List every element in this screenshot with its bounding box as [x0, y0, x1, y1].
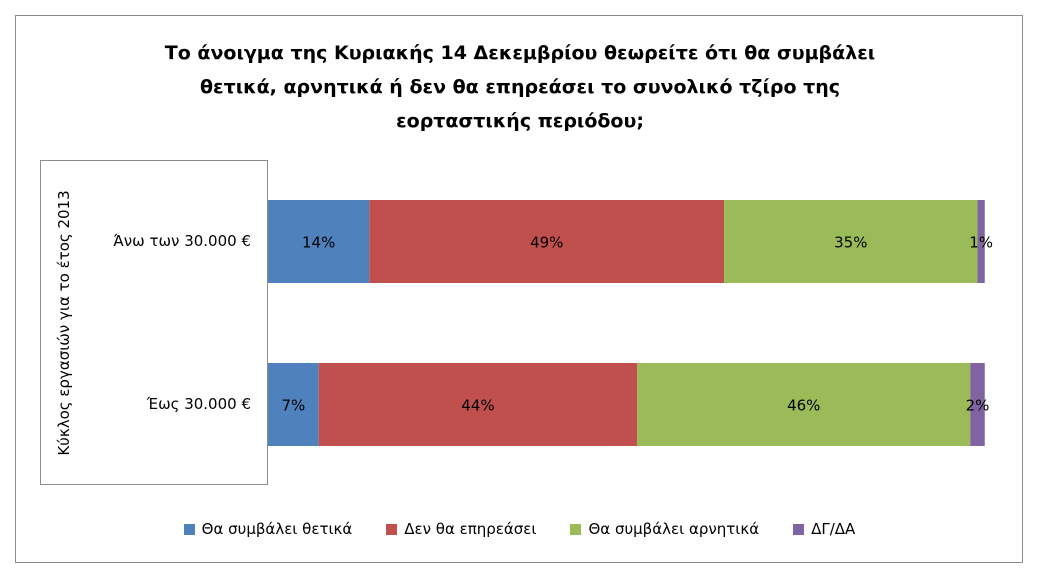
bar-0-series-2 [724, 200, 978, 283]
bar-1-series-1 [318, 363, 638, 446]
legend: Θα συμβάλει θετικά Δεν θα επηρεάσει Θα σ… [0, 517, 1039, 541]
data-label-1-series-1: 44% [461, 397, 494, 415]
legend-item-no-effect: Δεν θα επηρεάσει [386, 520, 536, 538]
chart-title: Το άνοιγμα της Κυριακής 14 Δεκεμβρίου θε… [110, 36, 930, 138]
legend-swatch-positive [183, 523, 195, 535]
bar-1-series-2 [637, 363, 971, 446]
category-axis-box [40, 160, 268, 485]
data-label-0-series-0: 14% [302, 234, 335, 252]
legend-swatch-negative [570, 523, 582, 535]
legend-item-negative: Θα συμβάλει αρνητικά [570, 520, 759, 538]
legend-item-dk-na: ΔΓ/ΔΑ [793, 520, 855, 538]
bar-0-series-1 [369, 200, 725, 283]
legend-label-dk-na: ΔΓ/ΔΑ [811, 520, 856, 538]
legend-swatch-no-effect [386, 523, 398, 535]
chart-title-line-2: θετικά, αρνητικά ή δεν θα επηρεάσει το σ… [199, 76, 841, 98]
chart-title-line-3: εορταστικής περιόδου; [396, 110, 644, 132]
chart-title-line-1: Το άνοιγμα της Κυριακής 14 Δεκεμβρίου θε… [164, 42, 876, 64]
chart-frame [15, 15, 1023, 563]
bar-0-series-3 [977, 200, 985, 283]
legend-swatch-dk-na [793, 523, 805, 535]
data-label-0-series-2: 35% [834, 234, 867, 252]
data-label-1-series-0: 7% [281, 397, 305, 415]
legend-label-no-effect: Δεν θα επηρεάσει [404, 520, 537, 538]
data-label-1-series-2: 46% [787, 397, 820, 415]
bar-1-series-0 [268, 363, 319, 446]
bar-1-series-3 [970, 363, 985, 446]
data-label-0-series-1: 49% [530, 234, 563, 252]
legend-item-positive: Θα συμβάλει θετικά [183, 520, 353, 538]
bar-0-series-0 [268, 200, 370, 283]
category-label-0: Άνω των 30.000 € [113, 232, 251, 250]
data-label-0-series-3: 1% [969, 234, 993, 252]
legend-label-positive: Θα συμβάλει θετικά [201, 520, 353, 538]
category-label-1: Έως 30.000 € [146, 395, 251, 413]
data-label-1-series-3: 2% [966, 397, 990, 415]
legend-label-negative: Θα συμβάλει αρνητικά [588, 520, 760, 538]
